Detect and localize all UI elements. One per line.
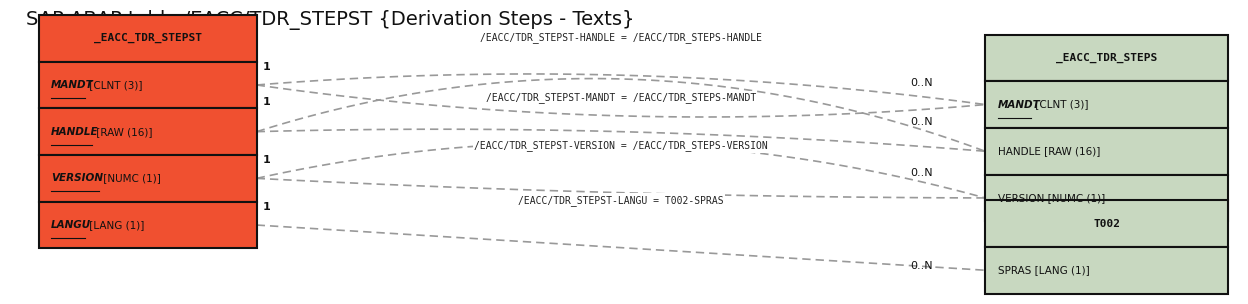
Text: SAP ABAP table /EACC/TDR_STEPST {Derivation Steps - Texts}: SAP ABAP table /EACC/TDR_STEPST {Derivat…	[26, 10, 635, 30]
Text: _EACC_TDR_STEPS: _EACC_TDR_STEPS	[1056, 53, 1157, 63]
FancyBboxPatch shape	[39, 62, 257, 108]
Text: [LANG (1)]: [LANG (1)]	[86, 220, 145, 230]
FancyBboxPatch shape	[985, 174, 1228, 221]
Text: /EACC/TDR_STEPST-LANGU = T002-SPRAS: /EACC/TDR_STEPST-LANGU = T002-SPRAS	[518, 195, 724, 206]
Text: /EACC/TDR_STEPST-MANDT = /EACC/TDR_STEPS-MANDT: /EACC/TDR_STEPST-MANDT = /EACC/TDR_STEPS…	[485, 92, 756, 103]
FancyBboxPatch shape	[39, 202, 257, 248]
FancyBboxPatch shape	[985, 81, 1228, 128]
FancyBboxPatch shape	[985, 128, 1228, 174]
FancyBboxPatch shape	[985, 247, 1228, 294]
FancyBboxPatch shape	[985, 200, 1228, 247]
Text: 0..N: 0..N	[910, 261, 934, 271]
Text: [CLNT (3)]: [CLNT (3)]	[1032, 99, 1090, 109]
Text: 0..N: 0..N	[910, 78, 934, 88]
Text: /EACC/TDR_STEPST-HANDLE = /EACC/TDR_STEPS-HANDLE: /EACC/TDR_STEPST-HANDLE = /EACC/TDR_STEP…	[480, 32, 761, 43]
Text: 1: 1	[263, 202, 271, 212]
Text: VERSION [NUMC (1)]: VERSION [NUMC (1)]	[997, 193, 1104, 203]
FancyBboxPatch shape	[39, 15, 257, 62]
Text: VERSION: VERSION	[51, 173, 104, 183]
Text: MANDT: MANDT	[997, 99, 1041, 109]
Text: [CLNT (3)]: [CLNT (3)]	[86, 80, 142, 90]
FancyBboxPatch shape	[39, 108, 257, 155]
Text: 1: 1	[263, 97, 271, 106]
Text: [RAW (16)]: [RAW (16)]	[94, 127, 152, 137]
Text: _EACC_TDR_STEPST: _EACC_TDR_STEPST	[94, 33, 202, 43]
Text: 0..N: 0..N	[910, 117, 934, 127]
FancyBboxPatch shape	[39, 155, 257, 202]
Text: MANDT: MANDT	[51, 80, 94, 90]
Text: /EACC/TDR_STEPST-VERSION = /EACC/TDR_STEPS-VERSION: /EACC/TDR_STEPST-VERSION = /EACC/TDR_STE…	[474, 140, 768, 151]
Text: HANDLE [RAW (16)]: HANDLE [RAW (16)]	[997, 146, 1099, 156]
Text: [NUMC (1)]: [NUMC (1)]	[100, 173, 161, 183]
Text: 1: 1	[263, 62, 271, 72]
Text: LANGU: LANGU	[51, 220, 91, 230]
Text: T002: T002	[1093, 219, 1119, 229]
FancyBboxPatch shape	[985, 35, 1228, 81]
Text: HANDLE: HANDLE	[51, 127, 99, 137]
Text: SPRAS [LANG (1)]: SPRAS [LANG (1)]	[997, 265, 1090, 275]
Text: 1: 1	[263, 155, 271, 165]
Text: 0..N: 0..N	[910, 168, 934, 178]
